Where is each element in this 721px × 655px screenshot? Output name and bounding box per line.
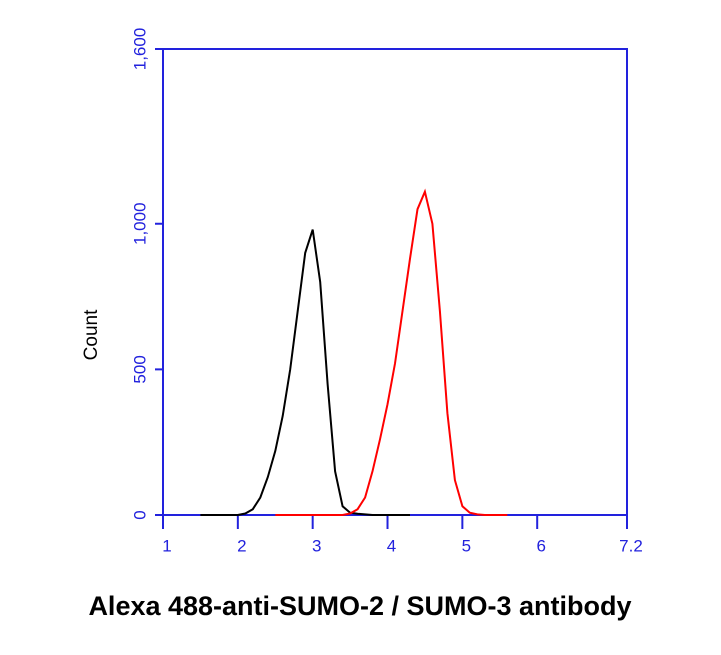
- y-tick-label: 1,000: [130, 202, 149, 245]
- plot-frame: [162, 48, 628, 516]
- x-tick-label: 5: [462, 536, 471, 555]
- x-tick-label: 6: [536, 536, 545, 555]
- x-tick-label: 7.2: [619, 536, 643, 555]
- histogram-line: [275, 188, 508, 516]
- x-tick-label: 4: [387, 536, 396, 555]
- y-tick-label: 500: [130, 355, 149, 383]
- x-tick-label: 3: [312, 536, 321, 555]
- histogram-line: [200, 229, 410, 516]
- x-tick-label: 1: [162, 536, 171, 555]
- chart-title: Alexa 488-anti-SUMO-2 / SUMO-3 antibody: [88, 591, 631, 621]
- x-tick-label: 2: [237, 536, 246, 555]
- y-axis-label: Count: [81, 309, 102, 360]
- y-tick-label: 1,600: [130, 28, 149, 71]
- y-tick-label: 0: [130, 510, 149, 519]
